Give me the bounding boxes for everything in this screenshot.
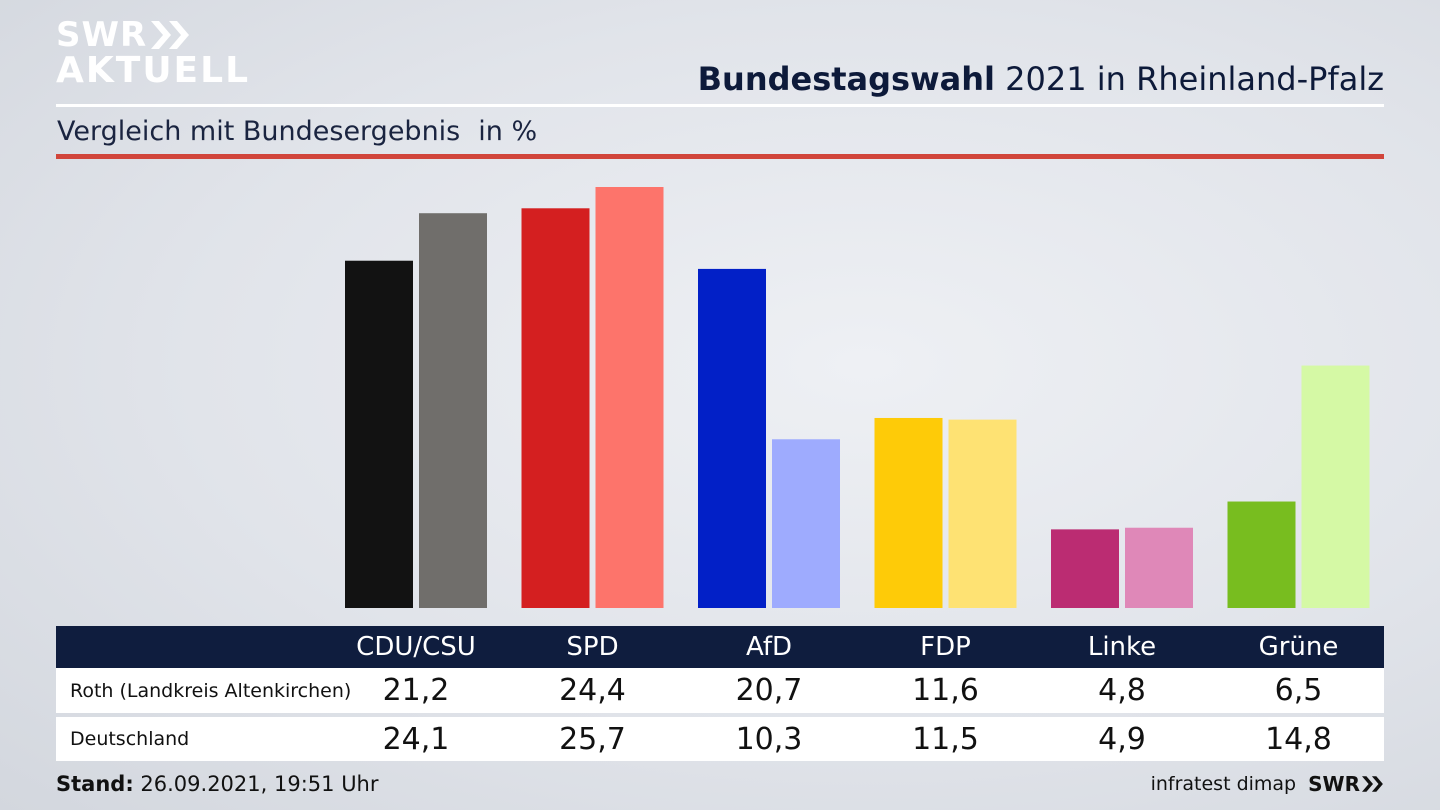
value-cell-gr-ne: 6,5 [1274, 673, 1323, 708]
value-cell-cdu-csu: 21,2 [382, 673, 450, 708]
chevrons-icon [151, 21, 190, 49]
bar-cdu-csu-deutschland [419, 213, 487, 608]
bar-gr-ne-roth [1227, 501, 1296, 608]
title-rest: 2021 in Rheinland-Pfalz [1005, 60, 1384, 98]
value-cell-fdp: 11,5 [912, 721, 979, 757]
logo-text-swr: SWR [56, 15, 148, 55]
bar-cdu-csu-roth [345, 260, 413, 608]
bar-afd-roth [698, 268, 766, 608]
bar-linke-deutschland [1125, 527, 1193, 608]
divider-white [56, 104, 1384, 107]
value-cell-afd: 10,3 [735, 721, 803, 757]
title-bold: Bundestagswahl [697, 60, 995, 98]
row-label: Roth (Landkreis Altenkirchen) [70, 679, 352, 702]
value-cell-gr-ne: 14,8 [1265, 721, 1332, 757]
bar-spd-deutschland [595, 187, 664, 608]
footer-source: infratest dimap SWR [1151, 772, 1384, 796]
swr-small-logo: SWR [1308, 772, 1384, 796]
value-cell-cdu-csu: 24,1 [382, 721, 450, 757]
bar-linke-roth [1051, 529, 1119, 608]
value-cell-afd: 20,7 [735, 673, 803, 708]
bar-spd-roth [521, 208, 590, 608]
divider-red [56, 154, 1384, 159]
header-cell-spd: SPD [566, 632, 619, 662]
table-row-roth: Roth (Landkreis Altenkirchen) 21,2 24,4 20… [56, 668, 1384, 713]
bar-fdp-deutschland [948, 419, 1017, 608]
results-table: CDU/CSU SPD AfD FDP Linke Grüne Roth (Landkre… [56, 626, 1384, 761]
value-cell-spd: 24,4 [559, 673, 626, 708]
header-cell-afd: AfD [745, 632, 793, 662]
value-cell-linke: 4,9 [1098, 721, 1146, 757]
bar-gr-ne-deutschland [1301, 365, 1370, 608]
source-text: infratest dimap [1150, 773, 1297, 795]
logo-text-aktuell: AKTUELL [56, 50, 251, 91]
stand-value: 26.09.2021, 19:51 Uhr [140, 772, 379, 796]
chevrons-small-icon [1362, 776, 1383, 792]
header-cell-gr-ne: Grüne [1258, 632, 1339, 662]
value-cell-fdp: 11,6 [912, 673, 979, 708]
swr-aktuell-logo: SWR AKTUELL [56, 18, 250, 89]
subtitle-text: Vergleich mit Bundesergebnis [57, 116, 461, 147]
stand-label: Stand: [56, 772, 134, 796]
subtitle-unit: in % [478, 116, 538, 147]
header-cell-linke: Linke [1087, 632, 1157, 662]
header-cell-cdu-csu: CDU/CSU [356, 632, 476, 662]
bar-chart [345, 187, 1370, 608]
table-row-deutschland: Deutschland 24,1 25,7 10,3 11,5 4,9 14,8 [56, 717, 1384, 761]
footer-stand: Stand: 26.09.2021, 19:51 Uhr [56, 772, 379, 796]
table-header-row: CDU/CSU SPD AfD FDP Linke Grüne [56, 626, 1384, 668]
value-cell-spd: 25,7 [559, 721, 626, 757]
row-label: Deutschland [70, 728, 190, 750]
value-cell-linke: 4,8 [1098, 673, 1146, 708]
header-cell-fdp: FDP [920, 632, 971, 662]
swr-small-text: SWR [1308, 772, 1360, 796]
chart-subtitle: Vergleich mit Bundesergebnis in % [57, 116, 537, 147]
page-title: Bundestagswahl 2021 in Rheinland-Pfalz [698, 60, 1384, 98]
bar-fdp-roth [874, 417, 943, 608]
bar-afd-deutschland [772, 439, 840, 608]
